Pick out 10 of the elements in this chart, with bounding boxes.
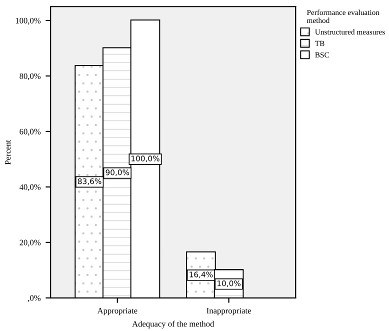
y-tick-label: 60,0%	[20, 128, 41, 136]
y-tick-label: 80,0%	[20, 73, 41, 80]
y-tick-label: 100,0%	[16, 18, 41, 25]
y-tick-label: 20,0%	[20, 240, 41, 247]
x-tick-label: Inappropriate	[206, 308, 251, 316]
y-axis-title: Percent	[5, 140, 11, 165]
y-tick-label: 40,0%	[19, 184, 41, 192]
y-tick-label: ,0%	[28, 295, 41, 302]
x-axis-title: Adequacy of the method	[132, 320, 214, 328]
x-tick-label: Appropriate	[97, 308, 138, 316]
